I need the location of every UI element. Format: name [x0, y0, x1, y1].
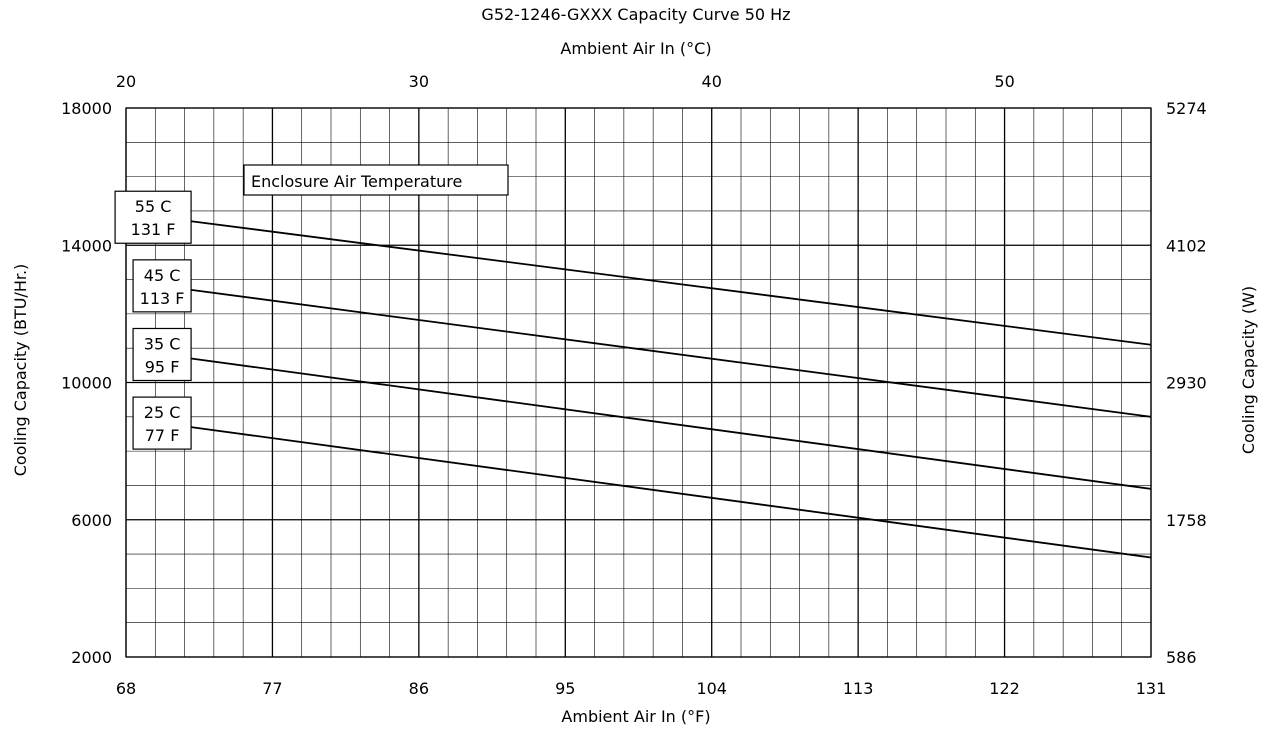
series-label-box: 45 C 113 F — [132, 259, 192, 313]
series-line — [190, 426, 1152, 559]
plot-frame — [125, 107, 1152, 658]
series-label-line1: 25 C — [144, 403, 181, 422]
series-line — [190, 288, 1152, 418]
legend-box-frame — [243, 164, 509, 196]
series-label-frame — [114, 190, 192, 244]
right-y-tick-label: 586 — [1166, 648, 1197, 667]
x-tick-label: 104 — [696, 679, 727, 698]
x-tick-label: 113 — [843, 679, 874, 698]
y-tick-label: 6000 — [71, 511, 112, 530]
legend-title: Enclosure Air Temperature — [251, 172, 462, 191]
x-tick-label: 131 — [1136, 679, 1167, 698]
y-tick-label: 2000 — [71, 648, 112, 667]
series-line — [190, 220, 1152, 346]
x-tick-label: 77 — [262, 679, 282, 698]
right-y-tick-label: 2930 — [1166, 374, 1207, 393]
top-x-tick-label: 20 — [116, 72, 136, 91]
top-x-tick-label: 40 — [702, 72, 722, 91]
x-tick-label: 122 — [989, 679, 1020, 698]
right-y-tick-label: 5274 — [1166, 99, 1207, 118]
x-tick-label: 86 — [409, 679, 429, 698]
right-y-tick-label: 1758 — [1166, 511, 1207, 530]
series-lines — [190, 220, 1152, 559]
x-tick-label: 68 — [116, 679, 136, 698]
series-label-box: 35 C 95 F — [132, 327, 192, 382]
x-axis-label: Ambient Air In (°F) — [561, 707, 710, 726]
left-y-ticks: 2000 6000 10000 14000 18000 — [61, 99, 112, 667]
top-x-tick-label: 30 — [409, 72, 429, 91]
legend-box: Enclosure Air Temperature — [243, 164, 509, 196]
y-axis-label: Cooling Capacity (BTU/Hr.) — [11, 264, 30, 477]
series-label-line2: 131 F — [131, 220, 176, 239]
series-labels: 55 C 131 F 45 C 113 F 35 C 95 F 25 C 77 F — [114, 190, 192, 450]
y-tick-label: 14000 — [61, 236, 112, 255]
y-tick-label: 10000 — [61, 374, 112, 393]
series-label-line1: 55 C — [135, 197, 172, 216]
right-y-ticks: 586 1758 2930 4102 5274 — [1166, 99, 1207, 667]
right-y-tick-label: 4102 — [1166, 236, 1207, 255]
series-label-frame — [132, 396, 192, 450]
x-tick-label: 95 — [555, 679, 575, 698]
series-line — [190, 357, 1152, 490]
y-tick-label: 18000 — [61, 99, 112, 118]
series-label-line2: 113 F — [140, 289, 185, 308]
series-label-frame — [132, 259, 192, 313]
series-label-line2: 77 F — [145, 426, 180, 445]
top-x-axis-label: Ambient Air In (°C) — [560, 39, 711, 58]
series-label-line2: 95 F — [145, 357, 180, 376]
top-x-tick-label: 50 — [994, 72, 1014, 91]
series-label-line1: 35 C — [144, 334, 181, 353]
bottom-x-ticks: 68 77 86 95 104 113 122 131 — [116, 679, 1166, 698]
chart-title: G52-1246-GXXX Capacity Curve 50 Hz — [481, 5, 790, 24]
series-label-frame — [132, 327, 192, 382]
series-label-box: 55 C 131 F — [114, 190, 192, 244]
series-label-line1: 45 C — [144, 266, 181, 285]
top-x-ticks: 20 30 40 50 — [116, 72, 1015, 91]
series-label-box: 25 C 77 F — [132, 396, 192, 450]
right-y-axis-label: Cooling Capacity (W) — [1239, 286, 1258, 454]
